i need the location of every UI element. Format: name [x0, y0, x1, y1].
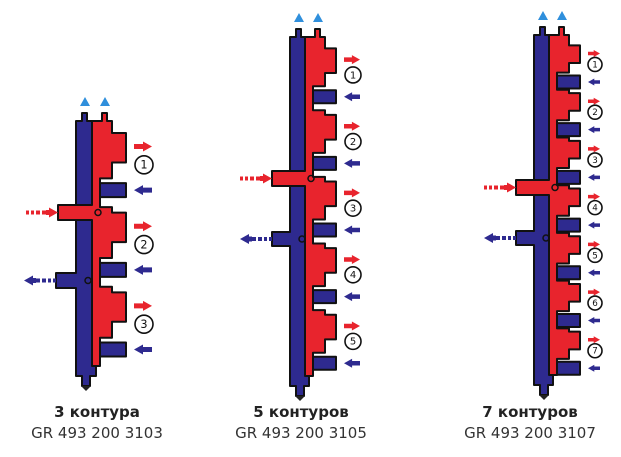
red-arrow-right-icon — [344, 321, 360, 331]
circuit-number-4: 4 — [344, 265, 362, 284]
blue-arrow-left-icon — [344, 358, 360, 368]
blue-arrow-left-icon — [588, 221, 600, 229]
air-vent-arrow-icon — [80, 97, 90, 106]
circuit-number-5: 5 — [344, 332, 362, 351]
svg-text:1: 1 — [350, 70, 356, 81]
title-5-circuits: 5 контуров — [253, 403, 349, 421]
blue-arrow-left-icon — [344, 225, 360, 235]
svg-text:1: 1 — [592, 60, 598, 70]
red-arrow-right-icon — [588, 193, 600, 201]
caption-7: 7 контуров GR 493 200 3107 — [430, 402, 621, 444]
svg-text:2: 2 — [350, 137, 356, 148]
circuit-number-2: 2 — [134, 234, 154, 255]
air-vent-arrow-icon — [538, 11, 548, 20]
red-arrow-right-icon — [588, 49, 600, 57]
blue-arrow-left-icon — [134, 264, 152, 275]
return-valve-dot — [84, 276, 92, 285]
circuit-number-3: 3 — [344, 199, 362, 217]
blue-arrow-left-icon — [344, 92, 360, 102]
circuit-number-3: 3 — [134, 314, 154, 334]
blue-arrow-left-icon — [588, 173, 600, 181]
feed-valve-dot — [94, 208, 102, 217]
circuit-number-1: 1 — [344, 66, 362, 84]
drain-arrow-down-icon — [295, 396, 305, 401]
svg-text:5: 5 — [592, 251, 598, 261]
red-arrow-right-icon — [344, 121, 360, 131]
svg-text:5: 5 — [350, 337, 356, 348]
svg-text:3: 3 — [140, 318, 147, 331]
code-3-circuits: GR 493 200 3103 — [31, 424, 163, 442]
svg-text:3: 3 — [592, 156, 598, 166]
red-arrow-right-icon — [344, 188, 360, 198]
feed-valve-dot — [551, 183, 559, 192]
circuit-number-5: 5 — [587, 247, 603, 264]
main-supply-in-arrow — [240, 173, 272, 184]
red-arrow-right-icon — [588, 145, 600, 153]
svg-text:3: 3 — [350, 204, 356, 215]
circuit-number-1: 1 — [134, 155, 154, 175]
svg-text:6: 6 — [592, 299, 598, 309]
blue-arrow-left-icon — [588, 317, 600, 325]
return-valve-dot — [542, 234, 550, 242]
red-arrow-right-icon — [134, 141, 152, 152]
main-supply-in-arrow — [26, 207, 58, 218]
return-valve-dot — [298, 235, 306, 243]
air-vent-arrow-icon — [557, 11, 567, 20]
svg-text:2: 2 — [140, 238, 147, 251]
main-return-out-arrow — [484, 233, 516, 243]
circuit-number-1: 1 — [587, 56, 603, 73]
svg-text:4: 4 — [350, 270, 356, 281]
svg-text:4: 4 — [592, 204, 598, 214]
red-arrow-right-icon — [588, 288, 600, 296]
blue-arrow-left-icon — [134, 344, 152, 355]
red-arrow-right-icon — [588, 97, 600, 105]
blue-arrow-left-icon — [588, 364, 600, 372]
air-vent-arrow-icon — [313, 13, 323, 22]
svg-text:2: 2 — [592, 108, 598, 118]
title-3-circuits: 3 контура — [54, 403, 140, 421]
svg-text:1: 1 — [140, 159, 147, 172]
circuit-number-2: 2 — [344, 132, 362, 151]
title-7-circuits: 7 контуров — [482, 403, 578, 421]
air-vent-arrow-icon — [294, 13, 304, 22]
circuit-number-2: 2 — [587, 104, 603, 120]
manifold-m5: 1 2 3 4 5 — [240, 13, 362, 401]
air-vent-arrow-icon — [100, 97, 110, 106]
main-supply-in-arrow — [484, 182, 516, 193]
circuit-number-3: 3 — [587, 152, 603, 168]
circuit-number-4: 4 — [587, 199, 603, 216]
blue-arrow-left-icon — [134, 185, 152, 196]
main-return-out-arrow — [240, 234, 272, 244]
supply-column — [271, 28, 337, 377]
manifold-m7: 1 2 3 4 5 6 7 — [484, 11, 603, 400]
circuit-number-7: 7 — [587, 342, 603, 359]
feed-valve-dot — [307, 174, 315, 183]
red-arrow-right-icon — [344, 55, 360, 65]
blue-arrow-left-icon — [344, 158, 360, 168]
code-5-circuits: GR 493 200 3105 — [235, 424, 367, 442]
red-arrow-right-icon — [588, 336, 600, 344]
red-arrow-right-icon — [344, 254, 360, 264]
red-arrow-right-icon — [134, 221, 152, 232]
blue-arrow-left-icon — [588, 126, 600, 134]
main-return-out-arrow — [24, 275, 56, 286]
svg-text:7: 7 — [592, 347, 598, 357]
drain-arrow-down-icon — [539, 395, 549, 400]
red-arrow-right-icon — [134, 300, 152, 311]
blue-arrow-left-icon — [344, 292, 360, 302]
supply-column — [57, 112, 127, 367]
red-arrow-right-icon — [588, 240, 600, 248]
caption-5: 5 контуров GR 493 200 3105 — [201, 402, 401, 444]
code-7-circuits: GR 493 200 3107 — [464, 424, 596, 442]
blue-arrow-left-icon — [588, 269, 600, 277]
supply-column — [515, 26, 581, 376]
caption-3: 3 контура GR 493 200 3103 — [0, 402, 197, 444]
drain-arrow-down-icon — [81, 386, 91, 391]
blue-arrow-left-icon — [588, 78, 600, 86]
manifold-m3: 1 2 3 — [24, 97, 154, 391]
circuit-number-6: 6 — [587, 295, 603, 311]
